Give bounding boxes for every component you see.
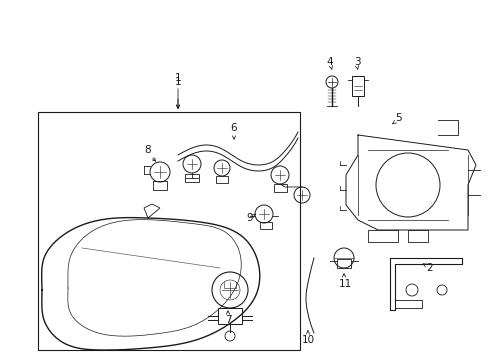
Text: 4: 4 (326, 57, 333, 67)
Text: 10: 10 (301, 335, 314, 345)
Text: 8: 8 (144, 145, 151, 155)
Bar (38, 112, 299, 350)
Bar (184, 174, 199, 182)
Bar (273, 184, 286, 192)
Bar (218, 308, 242, 324)
Bar (216, 176, 227, 184)
Bar (336, 259, 350, 268)
Text: 9: 9 (246, 213, 253, 223)
Bar (351, 76, 363, 96)
Text: 7: 7 (224, 315, 231, 325)
Bar (367, 230, 397, 242)
Bar (407, 230, 427, 242)
Text: 1: 1 (174, 73, 181, 83)
Bar (399, 264, 414, 292)
Text: 2: 2 (426, 263, 432, 273)
Bar (260, 222, 271, 230)
Text: 6: 6 (230, 123, 237, 133)
Bar (153, 181, 167, 190)
Text: 3: 3 (353, 57, 360, 67)
Text: 11: 11 (338, 279, 351, 289)
Text: 5: 5 (394, 113, 401, 123)
Text: 1: 1 (174, 77, 181, 87)
